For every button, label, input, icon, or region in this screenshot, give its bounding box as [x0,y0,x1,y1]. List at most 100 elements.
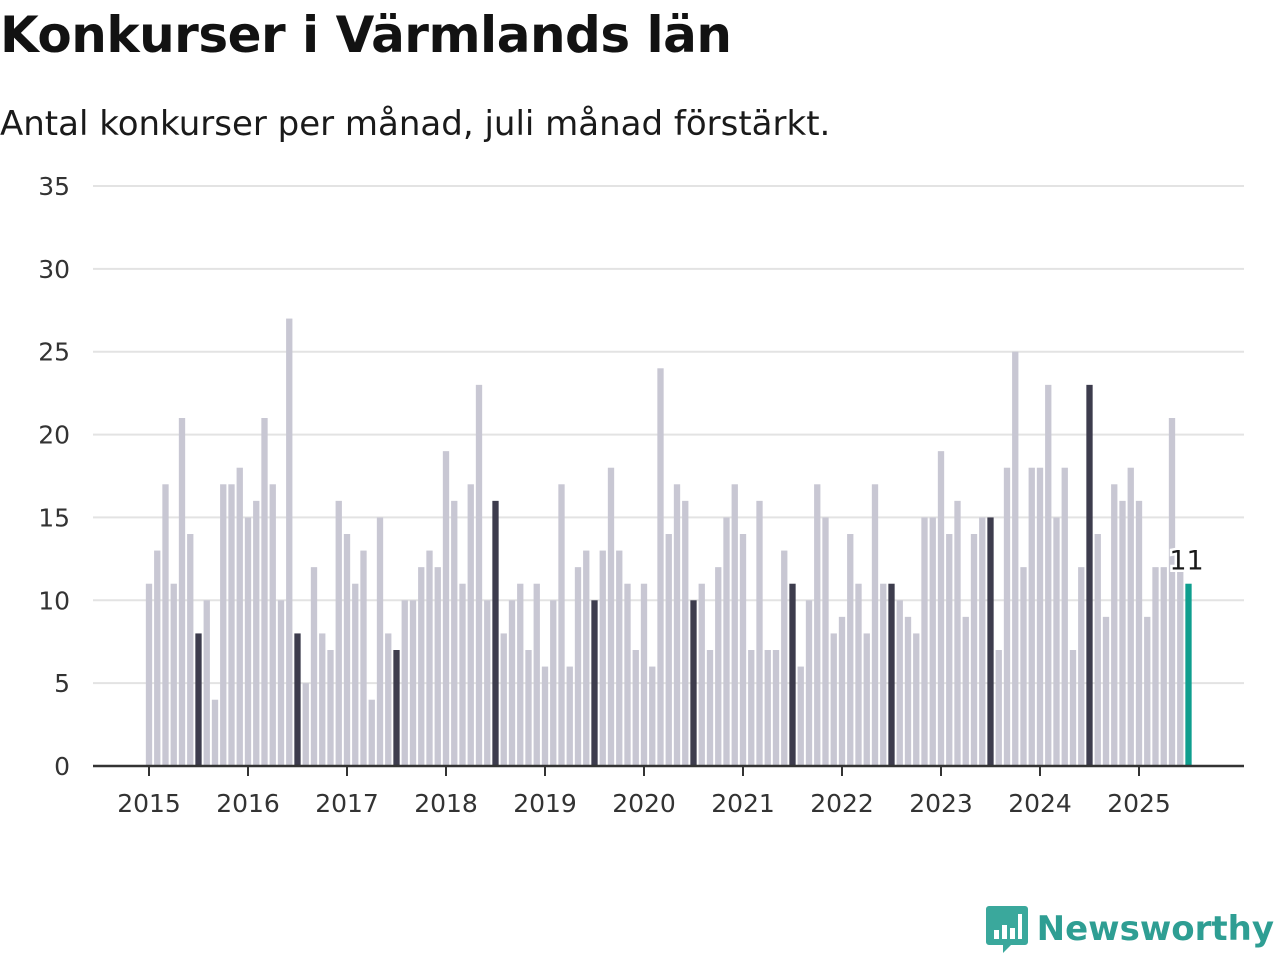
bar [244,517,252,766]
bar [1135,500,1143,766]
bar [1069,650,1077,766]
y-tick-label: 20 [38,421,70,450]
bar [550,600,557,766]
x-tick-label: 2016 [216,789,280,818]
bar [277,600,285,766]
bar [921,517,928,766]
bar [665,534,672,766]
bar [236,467,243,766]
bar [385,633,392,766]
bar [896,600,903,766]
bar [929,517,936,766]
bar [360,550,367,766]
bar [261,418,268,766]
bar [847,534,854,766]
bar [649,666,656,766]
bar [401,600,408,766]
bar [1045,384,1052,766]
bar [162,484,169,766]
bar [1053,517,1060,766]
bar [748,650,755,766]
bar [253,500,260,766]
bar-july [195,633,202,766]
bar [434,567,441,766]
bar [467,484,474,766]
bar [913,633,920,766]
bar [904,616,912,766]
bar [970,534,978,766]
y-tick-label: 5 [54,669,70,698]
x-tick-label: 2023 [909,789,973,818]
bar [756,500,763,766]
chart-title: Konkurser i Värmlands län [0,6,732,64]
bar [1012,351,1019,766]
bar [484,600,491,766]
bar [1078,567,1085,766]
bar [170,583,177,766]
chart-subtitle: Antal konkurser per månad, juli månad fö… [0,104,831,144]
bar [979,517,986,766]
bar [343,534,351,766]
bar [624,583,631,766]
bar-july [1086,384,1093,766]
bar [599,550,606,766]
bar [269,484,276,766]
bar [302,683,309,766]
bar [871,484,879,766]
bar [616,550,623,766]
bar-july [393,650,400,766]
brand-name: Newsworthy [1036,909,1274,949]
x-tick-label: 2021 [711,789,775,818]
bar [566,666,573,766]
bar-july [591,600,598,766]
chart-bubble-icon [985,906,1028,953]
bar-july [690,600,697,766]
latest-value-label: 11 [1169,546,1203,577]
bar [145,583,153,766]
bar [178,418,186,766]
x-tick-label: 2020 [612,789,676,818]
bar [1028,467,1035,766]
bar [640,583,648,766]
bar [558,484,565,766]
bar [739,534,747,766]
y-tick-label: 30 [38,255,70,284]
bar-july [888,583,895,766]
bar [814,484,821,766]
bar [533,583,540,766]
bar [368,699,375,766]
bar [805,600,813,766]
bar [426,550,433,766]
bar [1094,534,1101,766]
bar [698,583,705,766]
bar [1020,567,1027,766]
bar-july [789,583,796,766]
bar [731,484,738,766]
bar [459,583,466,766]
bar [1119,500,1126,766]
bar [525,650,532,766]
bar [451,500,458,766]
x-tick-label: 2017 [315,789,379,818]
brand-logo: Newsworthy [985,904,1274,954]
bar-july [492,500,499,766]
bar [500,633,507,766]
bar [442,451,450,766]
bar [319,633,326,766]
bar [946,534,953,766]
bar-latest [1185,583,1192,766]
bar [772,650,780,766]
bar [781,550,788,766]
bar [1160,567,1167,766]
bar [682,500,689,766]
bar-july [987,517,994,766]
bar [706,650,714,766]
bar [954,500,961,766]
bar-july [294,633,301,766]
bar [220,484,227,766]
bar [187,534,194,766]
bar [1127,467,1134,766]
bar [376,517,384,766]
x-tick-label: 2015 [117,789,181,818]
x-tick-label: 2025 [1107,789,1171,818]
